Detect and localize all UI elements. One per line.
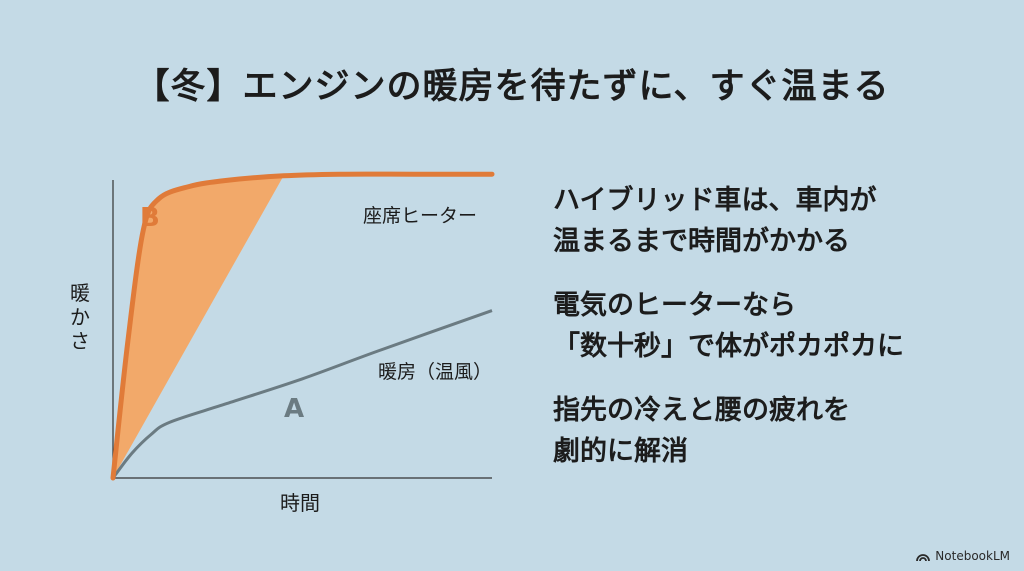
series-letter-b: B [140,203,160,233]
series-label-heater: 暖房（温風） [378,361,492,383]
brand-mark: NotebookLM [916,549,1010,563]
series-label-seat-heater: 座席ヒーター [363,205,477,227]
bullet-item: 電気のヒーターなら 「数十秒」で体がポカポカに [553,290,904,362]
bullet-item: ハイブリッド車は、車内が 温まるまで時間がかかる [553,185,877,257]
notebook-logo-icon [916,553,931,561]
series-line-seat-heater [110,171,495,481]
difference-fill-area [113,175,284,479]
page-title: 【冬】エンジンの暖房を待たずに、すぐ温まる [134,67,890,107]
bullet-list: ハイブリッド車は、車内が 温まるまで時間がかかる 電気のヒーターなら 「数十秒」… [553,180,993,495]
x-axis-label: 時間 [280,491,320,515]
brand-name: NotebookLM [935,549,1010,563]
series-letter-a: A [284,394,304,424]
y-axis-label: 暖かさ [70,281,90,353]
bullet-item: 指先の冷えと腰の疲れを 劇的に解消 [553,395,850,467]
series-line-heater [111,309,493,479]
